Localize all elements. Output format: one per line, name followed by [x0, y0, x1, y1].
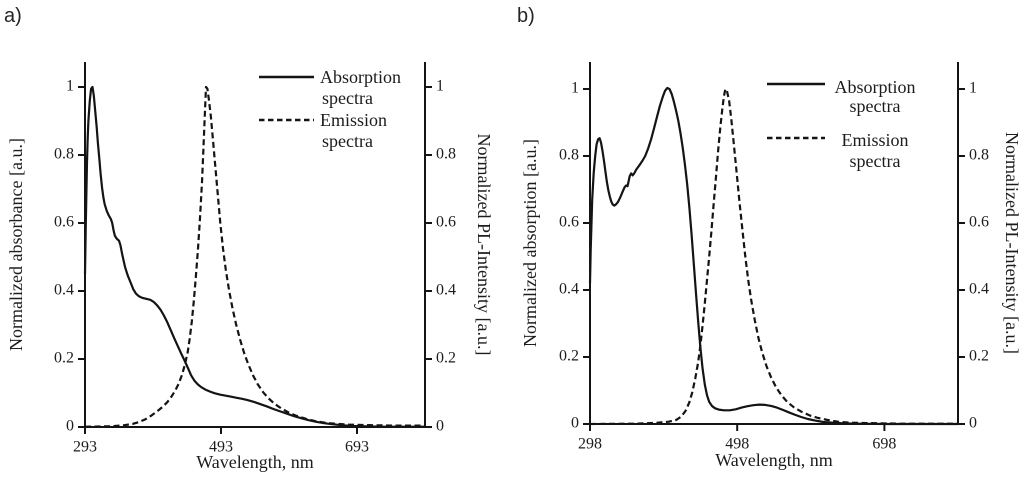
legend-label-line1: Emission [841, 130, 908, 150]
left-y-tick-label: 0.8 [54, 146, 74, 163]
x-tick-label: 298 [578, 435, 602, 452]
left-y-axis-title: Normalized absorption [a.u.] [520, 139, 540, 347]
left-y-tick-label: 0 [571, 415, 579, 432]
chart-b-absorption-emission: 0 0 0.2 0.2 0.4 0.4 0.6 0.6 0.8 0.8 1 1 298 498 698 Nor… [520, 62, 1022, 470]
legend-label-line2: spectra [850, 96, 901, 116]
left-y-tick-label: 1 [66, 78, 74, 95]
left-y-tick-label: 1 [571, 80, 579, 97]
absorption-curve [588, 86, 958, 426]
legend-label-line1: Absorption [320, 67, 401, 87]
left-y-tick-label: 0.8 [559, 147, 579, 164]
right-y-tick-label: 0.4 [969, 281, 989, 298]
right-y-tick-label: 0.8 [436, 146, 456, 163]
right-y-tick-label: 0.2 [969, 348, 989, 365]
panel-b-label: b) [517, 5, 535, 27]
x-tick-label: 293 [73, 438, 97, 455]
right-y-tick-label: 0.2 [436, 350, 456, 367]
right-y-tick-label: 0.6 [969, 214, 989, 231]
emission-curve [84, 85, 425, 428]
x-tick-label: 698 [872, 435, 896, 452]
right-y-tick-label: 0 [436, 418, 444, 435]
x-tick-label: 493 [209, 438, 233, 455]
left-y-tick-label: 0.6 [559, 214, 579, 231]
panel-a-label: a) [4, 5, 22, 27]
right-y-axis-title: Normalized PL-Intensity [a.u.] [474, 134, 494, 356]
right-y-tick-label: 1 [436, 78, 444, 95]
x-tick-label: 498 [725, 435, 749, 452]
legend-label-line1: Emission [320, 110, 387, 130]
x-axis-title: Wavelength, nm [196, 452, 314, 472]
left-y-tick-label: 0.2 [54, 350, 74, 367]
right-y-tick-label: 0.4 [436, 282, 456, 299]
right-y-tick-label: 0 [969, 415, 977, 432]
right-y-tick-label: 1 [969, 80, 977, 97]
emission-curve [589, 87, 958, 426]
chart-a-absorption-emission: 0 0 0.2 0.2 0.4 0.4 0.6 0.6 0.8 0.8 1 1 293 493 693 Nor… [6, 62, 494, 472]
x-tick-label: 693 [345, 438, 369, 455]
legend-label-line2: spectra [322, 88, 373, 108]
right-y-tick-label: 0.6 [436, 214, 456, 231]
left-y-tick-label: 0 [66, 418, 74, 435]
left-y-axis-title: Normalized absorbance [a.u.] [6, 138, 26, 351]
right-y-axis-title: Normalized PL-Intensity [a.u.] [1002, 132, 1022, 354]
x-axis-title: Wavelength, nm [715, 450, 833, 470]
left-y-tick-label: 0.6 [54, 214, 74, 231]
legend-label-line2: spectra [322, 131, 373, 151]
right-y-tick-label: 0.8 [969, 147, 989, 164]
left-y-tick-label: 0.4 [559, 281, 579, 298]
absorption-curve [83, 85, 425, 428]
left-y-tick-label: 0.2 [559, 348, 579, 365]
legend-label-line2: spectra [850, 151, 901, 171]
left-y-tick-label: 0.4 [54, 282, 74, 299]
legend-label-line1: Absorption [835, 77, 916, 97]
